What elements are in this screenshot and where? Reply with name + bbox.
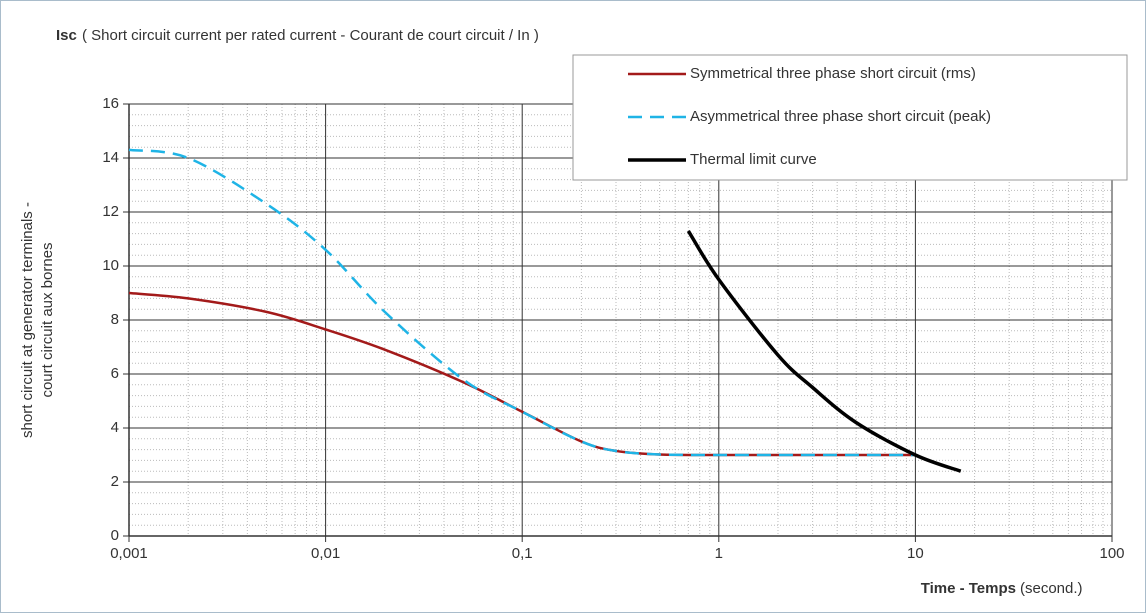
y-tick-label: 14: [102, 149, 119, 166]
x-tick-label: 0,001: [110, 545, 148, 562]
x-axis-label: Time - Temps: [921, 580, 1016, 597]
x-tick-label: 0,1: [512, 545, 533, 562]
y-axis-label: short circuit at generator terminals -: [19, 202, 36, 438]
legend-label: Symmetrical three phase short circuit (r…: [690, 65, 976, 82]
y-tick-label: 4: [111, 419, 119, 436]
series-line: [128, 148, 916, 457]
y-tick-label: 16: [102, 95, 119, 112]
x-axis-unit: (second.): [1020, 580, 1083, 597]
y-tick-label: 10: [102, 257, 119, 274]
x-tick-label: 0,01: [311, 545, 340, 562]
chart-title: Isc: [56, 27, 77, 44]
y-tick-label: 6: [111, 365, 119, 382]
plot: [128, 148, 962, 473]
y-tick-label: 8: [111, 311, 119, 328]
y-tick-label: 12: [102, 203, 119, 220]
y-tick-label: 2: [111, 473, 119, 490]
y-tick-label: 0: [111, 527, 119, 544]
x-tick-label: 10: [907, 545, 924, 562]
legend-label: Thermal limit curve: [690, 151, 817, 168]
x-tick-label: 1: [715, 545, 723, 562]
x-tick-label: 100: [1099, 545, 1124, 562]
series-line: [128, 291, 916, 457]
series-line: [686, 229, 962, 473]
y-axis-label: court circuit aux bornes: [39, 242, 56, 397]
legend: Symmetrical three phase short circuit (r…: [628, 65, 991, 168]
chart-subtitle: ( Short circuit current per rated curren…: [82, 27, 539, 44]
legend-label: Asymmetrical three phase short circuit (…: [690, 108, 991, 125]
